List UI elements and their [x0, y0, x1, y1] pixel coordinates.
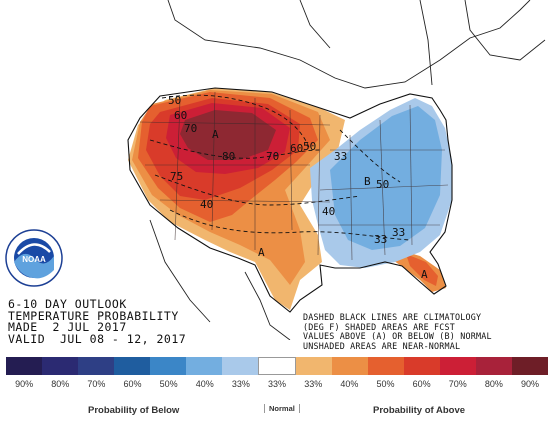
legend-swatch [6, 357, 42, 375]
legend-label: 50% [376, 379, 395, 389]
outlook-title-block: 6-10 DAY OUTLOOK TEMPERATURE PROBABILITY M… [8, 297, 187, 346]
legend-swatch [258, 357, 296, 375]
contour-label: 33 [334, 150, 347, 163]
contour-label: 33 [392, 226, 405, 239]
legend-swatch [476, 357, 512, 375]
us-outline [127, 87, 453, 313]
note-line-4: UNSHADED AREAS ARE NEAR-NORMAL [303, 340, 461, 351]
below-normal-shading [310, 98, 452, 268]
legend-swatch [332, 357, 368, 375]
title-line-3: MADE 2 JUL 2017 [8, 320, 127, 335]
map-notes: DASHED BLACK LINES ARE CLIMATOLOGY (DEG F… [303, 312, 492, 351]
legend-label: 60% [123, 379, 142, 389]
contour-label: 33 [374, 233, 387, 246]
legend-swatch [150, 357, 186, 375]
contour-label: 40 [200, 198, 213, 211]
contour-label: 80 [222, 150, 235, 163]
contour-label: 50 [376, 178, 389, 191]
legend-swatch [186, 357, 222, 375]
legend-swatch [512, 357, 548, 375]
contour-label: 75 [170, 170, 183, 183]
border-lines [149, 0, 546, 340]
contour-label: 60 [174, 109, 187, 122]
title-line-2: TEMPERATURE PROBABILITY [8, 308, 179, 323]
legend-label: 90% [15, 379, 34, 389]
legend-label: 90% [521, 379, 540, 389]
above-marker-west: A [212, 128, 219, 141]
legend-label: 33% [304, 379, 323, 389]
below-marker-east: B [364, 175, 371, 188]
contour-label: 60 [290, 142, 303, 155]
contour-label: 70 [184, 122, 197, 135]
legend-swatches [6, 357, 548, 375]
legend-swatch [42, 357, 78, 375]
contour-label: 40 [322, 205, 335, 218]
legend-swatch [296, 357, 332, 375]
legend-label: 50% [159, 379, 178, 389]
us-temperature-outlook-map: A A A B 50 60 70 75 80 60 50 70 40 33 50… [5, 0, 546, 340]
above-marker-florida: A [421, 268, 428, 281]
noaa-logo-text: NOAA [22, 255, 46, 264]
legend-swatch [114, 357, 150, 375]
legend-swatch [222, 357, 258, 375]
legend-label: 70% [87, 379, 106, 389]
above-80-region [180, 110, 276, 160]
note-line-1: DASHED BLACK LINES ARE CLIMATOLOGY [303, 312, 482, 322]
note-line-3: VALUES ABOVE (A) OR BELOW (B) NORMAL [303, 331, 492, 342]
legend-label: 70% [448, 379, 467, 389]
below-40-region [330, 106, 442, 250]
state-lines [139, 91, 449, 261]
legend-label: 80% [51, 379, 70, 389]
legend-label: 40% [340, 379, 359, 389]
above-caption: Probability of Above [373, 405, 466, 416]
contour-label: 50 [303, 140, 316, 153]
legend-swatch [78, 357, 114, 375]
legend-label: 60% [412, 379, 431, 389]
florida-above-50 [406, 254, 438, 286]
title-line-1: 6-10 DAY OUTLOOK [8, 297, 127, 311]
above-marker-south: A [258, 246, 265, 259]
contour-label: 50 [168, 94, 181, 107]
legend-label: 80% [484, 379, 503, 389]
note-line-2: (DEG F) SHADED AREAS ARE FCST [303, 321, 456, 332]
legend-swatch [404, 357, 440, 375]
probability-legend: 90% 80% 70% 60% 50% 40% 33% 33% 33% 40% 50% 60% 70% 8… [6, 357, 548, 421]
legend-swatch [368, 357, 404, 375]
below-caption: Probability of Below [88, 405, 180, 416]
normal-caption: Normal [264, 404, 300, 413]
legend-label: 33% [231, 379, 250, 389]
contour-label: 70 [266, 150, 279, 163]
legend-label: 33% [268, 379, 287, 389]
legend-label: 40% [195, 379, 214, 389]
legend-labels: 90% 80% 70% 60% 50% 40% 33% 33% 33% 40% 50% 60% 70% 8… [6, 379, 548, 389]
title-line-4: VALID JUL 08 - 12, 2017 [8, 331, 187, 346]
legend-swatch [440, 357, 476, 375]
noaa-logo: NOAA [5, 229, 63, 287]
